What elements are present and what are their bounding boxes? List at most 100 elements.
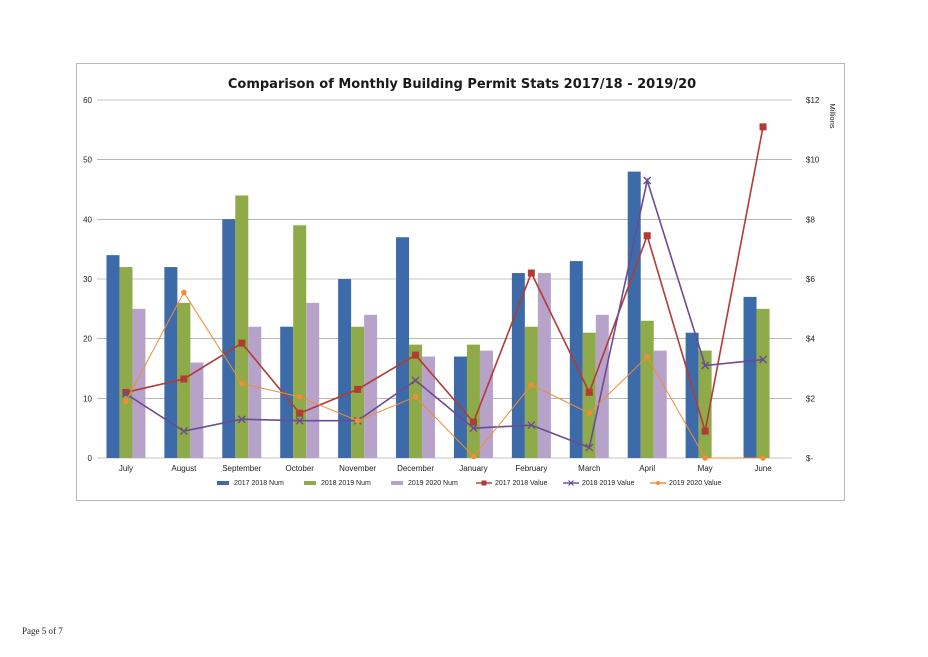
bar <box>422 356 436 458</box>
data-point <box>180 375 188 383</box>
data-point <box>469 424 478 433</box>
data-point <box>586 410 593 417</box>
y-left-tick-label: 60 <box>83 96 92 105</box>
bar <box>106 255 120 458</box>
data-point <box>585 388 593 396</box>
bar <box>190 362 204 458</box>
data-point <box>237 415 246 424</box>
x-category-label: July <box>119 464 133 473</box>
data-point <box>470 453 477 460</box>
x-category-label: April <box>639 464 655 473</box>
axes: 0 $- 10 $2 20 $4 30 $6 40 $8 50 $10 60 $12 Millions Jul… <box>83 96 837 473</box>
chart-frame: Comparison of Monthly Building Permit St… <box>76 63 845 501</box>
data-point <box>411 376 420 385</box>
data-point <box>123 398 129 405</box>
y-left-tick-label: 30 <box>83 275 92 284</box>
series-line <box>125 177 764 449</box>
x-category-label: November <box>339 464 376 473</box>
bar <box>119 267 133 458</box>
legend-swatch <box>217 481 229 485</box>
data-point <box>528 382 535 388</box>
bar <box>409 344 423 458</box>
x-category-label: December <box>397 464 434 473</box>
y-left-tick-label: 0 <box>88 454 93 463</box>
data-point <box>238 380 245 387</box>
bar <box>280 326 294 458</box>
bar <box>479 350 493 458</box>
data-point <box>181 289 187 296</box>
bar <box>235 195 249 458</box>
page-footer: Page 5 of 7 <box>22 626 63 636</box>
data-point <box>585 443 594 452</box>
data-point <box>354 417 361 424</box>
bar <box>306 302 320 458</box>
data-point <box>469 418 477 426</box>
data-point <box>296 394 303 400</box>
data-point <box>296 409 304 417</box>
bar <box>569 261 583 458</box>
legend-label: 2018 2019 Num <box>321 480 371 487</box>
bar <box>627 171 641 458</box>
x-category-label: August <box>171 464 197 473</box>
x-category-label: January <box>459 464 487 473</box>
legend-label: 2019 2020 Num <box>408 480 458 487</box>
bar <box>293 225 307 458</box>
bar <box>132 308 146 458</box>
x-category-label: February <box>515 464 547 473</box>
y-left-tick-label: 10 <box>83 394 92 403</box>
legend-marker <box>656 481 660 485</box>
legend-swatch <box>391 481 403 485</box>
legend-label: 2019 2020 Value <box>669 480 722 487</box>
legend-swatch <box>304 481 316 485</box>
data-point <box>295 416 304 425</box>
bar <box>164 267 178 458</box>
data-point <box>179 427 188 436</box>
data-point <box>238 339 246 347</box>
data-point <box>702 455 708 461</box>
legend-label: 2017 2018 Value <box>495 480 548 487</box>
bar <box>756 308 770 458</box>
y-right-tick-label: $- <box>806 454 813 463</box>
x-category-label: September <box>222 464 261 473</box>
chart-title: Comparison of Monthly Building Permit St… <box>228 77 696 92</box>
bar <box>524 326 538 458</box>
y-right-tick-label: $6 <box>806 275 815 284</box>
bar-layer <box>106 171 770 458</box>
bar <box>338 279 352 458</box>
data-point <box>644 353 651 360</box>
y-right-tick-label: $8 <box>806 215 815 224</box>
data-point <box>760 455 766 461</box>
y-right-tick-label: $12 <box>806 96 820 105</box>
data-point <box>759 123 767 131</box>
data-point <box>643 232 651 240</box>
data-point <box>412 351 420 359</box>
chart-canvas: Comparison of Monthly Building Permit St… <box>83 77 837 487</box>
x-category-label: June <box>754 464 772 473</box>
data-point <box>354 385 362 393</box>
y-right-tick-label: $10 <box>806 156 820 165</box>
y-left-tick-label: 40 <box>83 215 92 224</box>
bar <box>511 273 525 458</box>
bar <box>222 219 236 458</box>
bar <box>466 344 480 458</box>
legend-label: 2017 2018 Num <box>234 480 284 487</box>
y-right-unit-label: Millions <box>828 103 837 128</box>
y-left-tick-label: 50 <box>83 156 92 165</box>
data-point <box>759 355 768 364</box>
y-left-tick-label: 20 <box>83 335 92 344</box>
legend-label: 2018 2019 Value <box>582 480 635 487</box>
y-right-tick-label: $4 <box>806 335 815 344</box>
series-line <box>125 291 764 459</box>
bar <box>537 273 551 458</box>
data-point <box>412 394 419 400</box>
bar <box>396 237 410 458</box>
data-point <box>643 176 652 185</box>
data-point <box>701 427 709 435</box>
x-category-label: October <box>285 464 314 473</box>
legend-marker <box>568 480 574 486</box>
data-point <box>527 421 536 430</box>
bar <box>248 326 262 458</box>
line-layer <box>121 123 768 461</box>
bar <box>364 314 378 458</box>
data-point <box>527 269 535 277</box>
